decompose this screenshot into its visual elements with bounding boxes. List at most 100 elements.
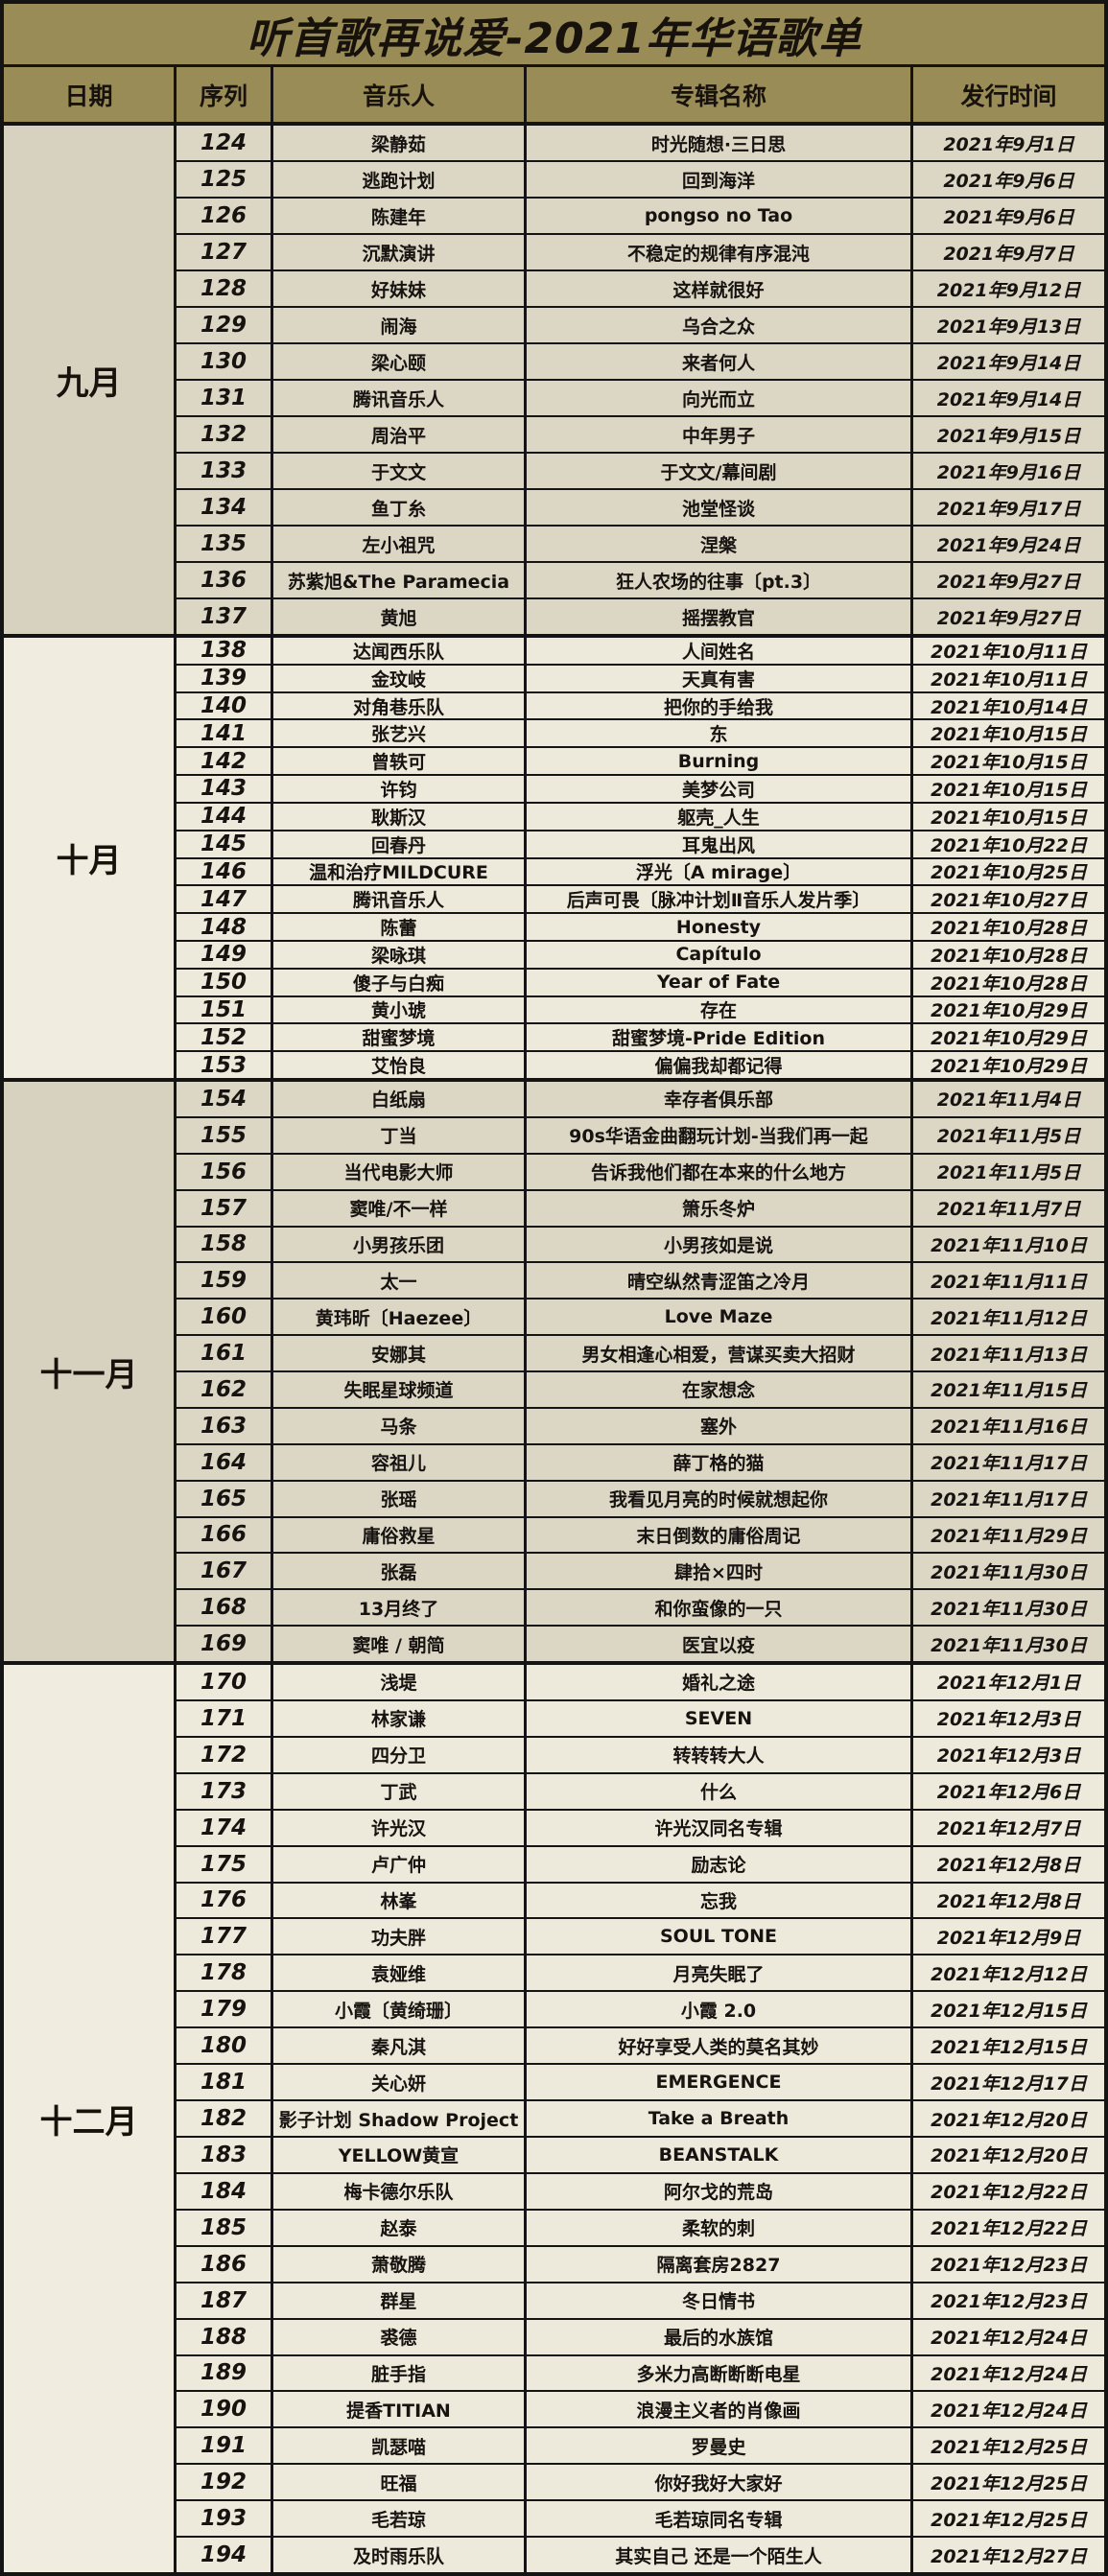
release-cell: 2021年9月12日 xyxy=(936,279,1081,301)
month-group: 十一月 154 白纸扇 幸存者俱乐部 2021年11月4日 155 丁当 90s… xyxy=(4,1082,1104,1665)
release-cell: 2021年12月7日 xyxy=(936,1818,1081,1840)
artist-cell: 于文文 xyxy=(273,454,527,488)
seq-cell: 180 xyxy=(177,2028,273,2064)
album-cell: 末日倒数的庸俗周记 xyxy=(527,1517,913,1553)
table-row: 136 苏紫旭&The Paramecia 狂人农场的往事〔pt.3〕 2021… xyxy=(177,561,1104,597)
column-header-date: 日期 xyxy=(4,67,177,122)
album-cell: 来者何人 xyxy=(527,344,913,379)
seq-cell: 138 xyxy=(177,638,273,664)
release-cell: 2021年11月7日 xyxy=(936,1199,1081,1221)
release-cell: 2021年10月28日 xyxy=(931,972,1087,995)
seq-cell: 145 xyxy=(177,831,273,857)
album-cell: 婚礼之途 xyxy=(527,1665,913,1699)
artist-cell: 鱼丁糸 xyxy=(273,490,527,525)
artist-cell: 秦凡淇 xyxy=(273,2028,527,2064)
artist-cell: 陈建年 xyxy=(273,199,527,233)
artist-cell: 马条 xyxy=(273,1408,527,1443)
release-cell: 2021年9月14日 xyxy=(936,352,1081,374)
album-cell: 我看见月亮的时候就想起你 xyxy=(527,1481,913,1516)
table-row: 161 安娜其 男女相逢心相爱，营谋买卖大招财 2021年11月13日 xyxy=(177,1334,1104,1370)
album-cell: 存在 xyxy=(527,996,913,1023)
release-cell: 2021年12月24日 xyxy=(931,2363,1087,2385)
seq-cell: 163 xyxy=(177,1408,273,1443)
release-cell: 2021年12月8日 xyxy=(936,1890,1081,1912)
album-cell: 什么 xyxy=(527,1773,913,1809)
table-row: 184 梅卡德尔乐队 阿尔戈的荒岛 2021年12月22日 xyxy=(177,2171,1104,2209)
seq-cell: 176 xyxy=(177,1883,273,1918)
album-cell: 这样就很好 xyxy=(527,271,913,306)
artist-cell: 张艺兴 xyxy=(273,720,527,747)
seq-cell: 153 xyxy=(177,1052,273,1078)
release-cell: 2021年10月15日 xyxy=(931,807,1087,829)
artist-cell: 沉默演讲 xyxy=(273,235,527,269)
table-row: 137 黄旭 摇摆教官 2021年9月27日 xyxy=(177,597,1104,634)
artist-cell: 黄小琥 xyxy=(273,996,527,1023)
release-cell: 2021年9月17日 xyxy=(936,498,1081,520)
artist-cell: 陈蕾 xyxy=(273,914,527,940)
album-cell: 其实自己 还是一个陌生人 xyxy=(527,2538,913,2573)
album-cell: 乌合之众 xyxy=(527,308,913,342)
seq-cell: 187 xyxy=(177,2283,273,2318)
seq-cell: 185 xyxy=(177,2210,273,2245)
table-row: 158 小男孩乐团 小男孩如是说 2021年11月10日 xyxy=(177,1225,1104,1262)
seq-cell: 130 xyxy=(177,344,273,379)
seq-cell: 175 xyxy=(177,1846,273,1882)
seq-cell: 162 xyxy=(177,1372,273,1407)
album-cell: 甜蜜梦境-Pride Edition xyxy=(527,1024,913,1051)
release-cell: 2021年10月15日 xyxy=(931,752,1087,774)
table-row: 142 曾轶可 Burning 2021年10月15日 xyxy=(177,746,1104,775)
release-cell: 2021年12月22日 xyxy=(931,2182,1087,2204)
seq-cell: 159 xyxy=(177,1263,273,1299)
release-cell: 2021年12月25日 xyxy=(931,2436,1087,2458)
seq-cell: 177 xyxy=(177,1919,273,1955)
release-cell: 2021年11月4日 xyxy=(936,1089,1081,1112)
album-cell: Take a Breath xyxy=(527,2101,913,2136)
release-cell: 2021年12月8日 xyxy=(936,1855,1081,1877)
seq-cell: 124 xyxy=(177,126,273,160)
artist-cell: 安娜其 xyxy=(273,1336,527,1370)
table-row: 155 丁当 90s华语金曲翻玩计划-当我们再一起 2021年11月5日 xyxy=(177,1115,1104,1153)
release-cell: 2021年12月20日 xyxy=(931,2109,1087,2131)
seq-cell: 183 xyxy=(177,2137,273,2172)
seq-cell: 160 xyxy=(177,1300,273,1335)
month-group: 十二月 170 浅堤 婚礼之途 2021年12月1日 171 林家谦 SEVEN… xyxy=(4,1665,1104,2573)
album-cell: Burning xyxy=(527,748,913,775)
table-row: 191 凯瑟喵 罗曼史 2021年12月25日 xyxy=(177,2426,1104,2464)
seq-cell: 194 xyxy=(177,2538,273,2573)
artist-cell: 对角巷乐队 xyxy=(273,692,527,719)
release-cell: 2021年11月16日 xyxy=(931,1417,1087,1439)
seq-cell: 158 xyxy=(177,1227,273,1262)
table-body: 九月 124 梁静茹 时光随想·三日思 2021年9月1日 125 逃跑计划 回… xyxy=(4,126,1104,2573)
artist-cell: 梁咏琪 xyxy=(273,941,527,968)
artist-cell: 及时雨乐队 xyxy=(273,2538,527,2573)
seq-cell: 157 xyxy=(177,1190,273,1226)
table-row: 144 耿斯汉 躯壳_人生 2021年10月15日 xyxy=(177,801,1104,830)
artist-cell: 艾怡良 xyxy=(273,1052,527,1078)
release-cell: 2021年10月28日 xyxy=(931,918,1087,940)
table-row: 125 逃跑计划 回到海洋 2021年9月6日 xyxy=(177,160,1104,197)
artist-cell: 小霞〔黄绮珊〕 xyxy=(273,1992,527,2027)
album-cell: 柔软的刺 xyxy=(527,2210,913,2245)
artist-cell: 庸俗救星 xyxy=(273,1517,527,1553)
seq-cell: 192 xyxy=(177,2465,273,2500)
table-row: 149 梁咏琪 Capítulo 2021年10月28日 xyxy=(177,939,1104,968)
album-cell: Honesty xyxy=(527,914,913,940)
artist-cell: 袁娅维 xyxy=(273,1955,527,1991)
table-row: 139 金玟岐 天真有害 2021年10月11日 xyxy=(177,663,1104,691)
artist-cell: 周治平 xyxy=(273,417,527,452)
release-cell: 2021年12月3日 xyxy=(936,1709,1081,1731)
table-row: 163 马条 塞外 2021年11月16日 xyxy=(177,1406,1104,1443)
table-row: 162 失眠星球频道 在家想念 2021年11月15日 xyxy=(177,1370,1104,1407)
album-cell: 浪漫主义者的肖像画 xyxy=(527,2392,913,2427)
album-cell: 冬日情书 xyxy=(527,2283,913,2318)
seq-cell: 173 xyxy=(177,1773,273,1809)
album-cell: 医宜以疫 xyxy=(527,1627,913,1661)
table-row: 169 窦唯 / 朝简 医宜以疫 2021年11月30日 xyxy=(177,1625,1104,1661)
artist-cell: 容祖儿 xyxy=(273,1444,527,1480)
release-cell: 2021年10月29日 xyxy=(931,1000,1087,1022)
release-cell: 2021年12月24日 xyxy=(931,2328,1087,2350)
table-row: 173 丁武 什么 2021年12月6日 xyxy=(177,1771,1104,1809)
seq-cell: 169 xyxy=(177,1627,273,1661)
seq-cell: 127 xyxy=(177,235,273,269)
album-cell: 池堂怪谈 xyxy=(527,490,913,525)
